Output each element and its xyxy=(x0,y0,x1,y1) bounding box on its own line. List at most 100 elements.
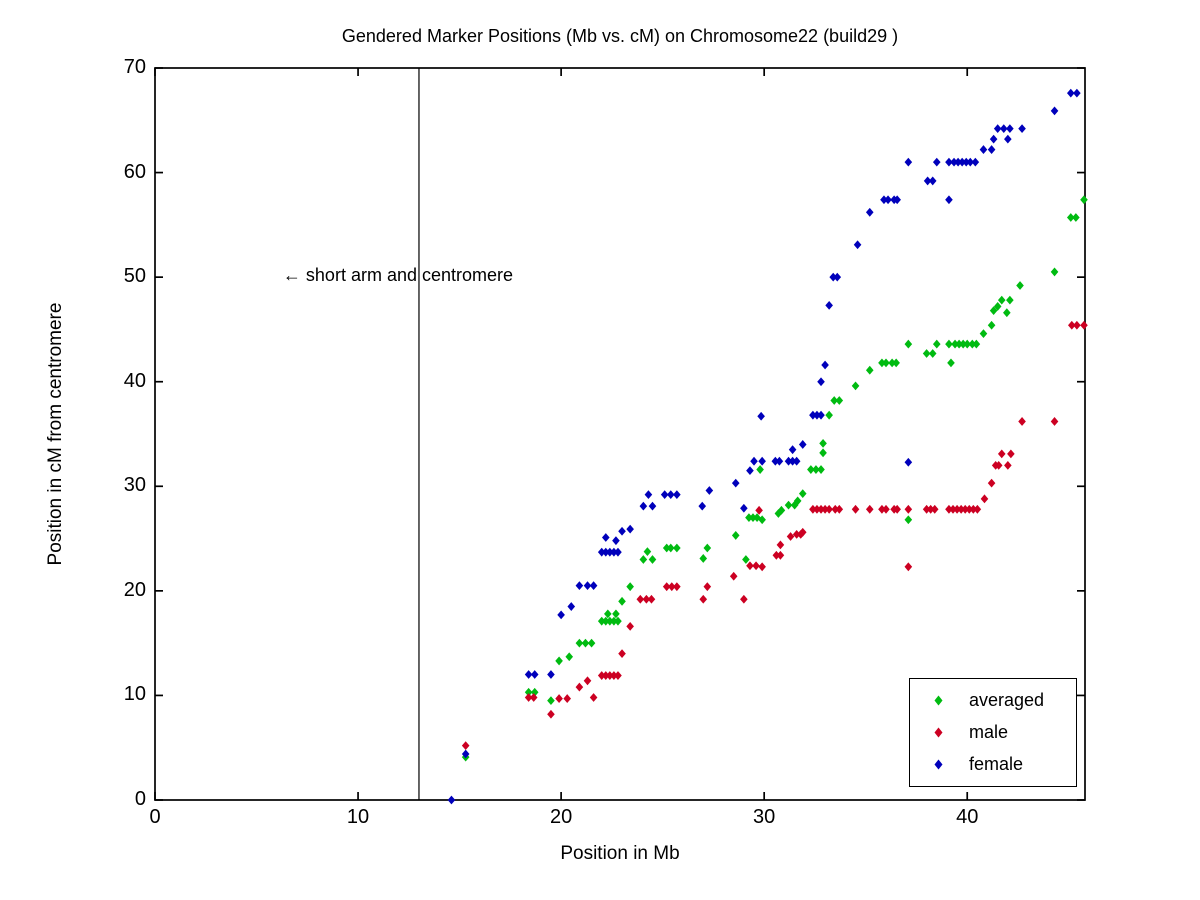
data-point-female xyxy=(1073,88,1081,98)
data-point-female xyxy=(853,240,862,250)
data-point-male xyxy=(930,504,939,514)
data-point-averaged xyxy=(601,616,610,626)
legend-item-female: female xyxy=(932,749,1076,779)
data-point-male xyxy=(746,561,754,571)
data-point-female xyxy=(644,490,653,500)
data-point-female xyxy=(618,526,626,536)
axes-box xyxy=(154,67,1086,801)
data-point-male xyxy=(825,504,833,514)
data-point-averaged xyxy=(614,616,622,626)
y-tick-label: 60 xyxy=(123,160,146,183)
data-point-male xyxy=(614,671,622,680)
data-point-averaged xyxy=(777,505,786,515)
legend-label-averaged: averaged xyxy=(969,690,1045,711)
data-point-female xyxy=(813,410,821,420)
chart-title: Gendered Marker Positions (Mb vs. cM) on… xyxy=(341,26,899,46)
data-point-female xyxy=(746,466,754,475)
data-point-averaged xyxy=(666,543,675,553)
data-point-male xyxy=(642,594,651,604)
data-point-averaged xyxy=(892,358,900,368)
data-point-female xyxy=(792,456,801,466)
data-point-averaged xyxy=(565,652,574,662)
data-point-averaged xyxy=(618,596,626,606)
x-tick-label: 30 xyxy=(753,806,776,828)
data-point-averaged xyxy=(673,543,681,553)
data-point-averaged xyxy=(1006,295,1014,305)
data-point-male xyxy=(809,504,817,514)
data-point-male xyxy=(957,504,965,514)
data-point-male xyxy=(776,550,785,560)
data-point-female xyxy=(758,456,766,466)
data-point-female xyxy=(775,456,784,466)
data-point-female xyxy=(447,795,456,805)
data-point-male xyxy=(1073,320,1081,330)
data-point-averaged xyxy=(812,465,820,474)
data-point-averaged xyxy=(819,448,827,458)
data-point-averaged xyxy=(612,609,620,619)
data-point-male xyxy=(667,582,676,592)
data-point-averaged xyxy=(1072,213,1080,222)
data-point-female xyxy=(530,670,539,679)
data-point-averaged xyxy=(1016,281,1024,290)
data-point-female xyxy=(966,157,975,167)
data-point-male xyxy=(792,529,801,539)
data-point-averaged xyxy=(993,302,1002,311)
legend-label-female: female xyxy=(969,753,1024,774)
data-point-averaged xyxy=(851,381,860,391)
data-point-female xyxy=(601,533,610,542)
data-point-female xyxy=(958,157,966,167)
data-point-averaged xyxy=(830,396,839,405)
data-point-averaged xyxy=(703,543,712,553)
data-point-averaged xyxy=(972,339,981,349)
data-point-male xyxy=(626,622,634,631)
data-point-female xyxy=(784,456,793,466)
data-point-male xyxy=(922,504,931,514)
data-point-male xyxy=(610,671,618,680)
data-point-averaged xyxy=(793,496,802,506)
data-point-male xyxy=(835,504,844,514)
data-point-averaged xyxy=(989,306,998,316)
data-point-female xyxy=(979,145,988,154)
data-point-female xyxy=(705,486,714,495)
data-point-female xyxy=(993,124,1002,134)
x-tick-label: 40 xyxy=(956,806,979,828)
data-point-averaged xyxy=(878,358,886,368)
data-point-male xyxy=(461,741,470,751)
data-point-female xyxy=(750,456,758,466)
data-point-averaged xyxy=(928,349,937,358)
data-point-male xyxy=(583,676,592,686)
data-point-averaged xyxy=(825,410,833,420)
data-point-female xyxy=(740,503,748,513)
data-point-male xyxy=(997,449,1006,459)
data-point-averaged xyxy=(947,358,955,368)
data-point-averaged xyxy=(555,656,563,666)
data-point-female xyxy=(950,157,958,167)
data-point-female xyxy=(589,581,598,591)
data-point-averaged xyxy=(784,500,793,510)
data-point-male xyxy=(606,671,614,680)
data-point-female xyxy=(788,445,797,455)
data-point-male xyxy=(752,561,760,571)
data-point-male xyxy=(755,505,763,515)
data-point-female xyxy=(893,195,901,205)
data-point-male xyxy=(904,504,913,514)
data-point-averaged xyxy=(807,465,815,474)
data-point-male xyxy=(786,532,795,541)
data-point-averaged xyxy=(742,555,750,564)
y-tick-label: 40 xyxy=(123,369,146,392)
data-point-female xyxy=(817,410,825,420)
data-point-female xyxy=(928,176,937,186)
data-point-averaged xyxy=(643,547,652,557)
data-point-female xyxy=(971,157,980,167)
data-point-female xyxy=(1050,106,1059,116)
legend-label-male: male xyxy=(969,721,1009,742)
data-point-averaged xyxy=(662,543,671,553)
data-point-averaged xyxy=(587,638,596,648)
data-point-female xyxy=(639,501,648,511)
legend-item-averaged: averaged xyxy=(932,686,1076,716)
averaged-diamond-icon xyxy=(934,695,943,706)
data-point-male xyxy=(926,504,935,514)
data-point-male xyxy=(662,582,671,592)
data-point-averaged xyxy=(945,339,953,349)
